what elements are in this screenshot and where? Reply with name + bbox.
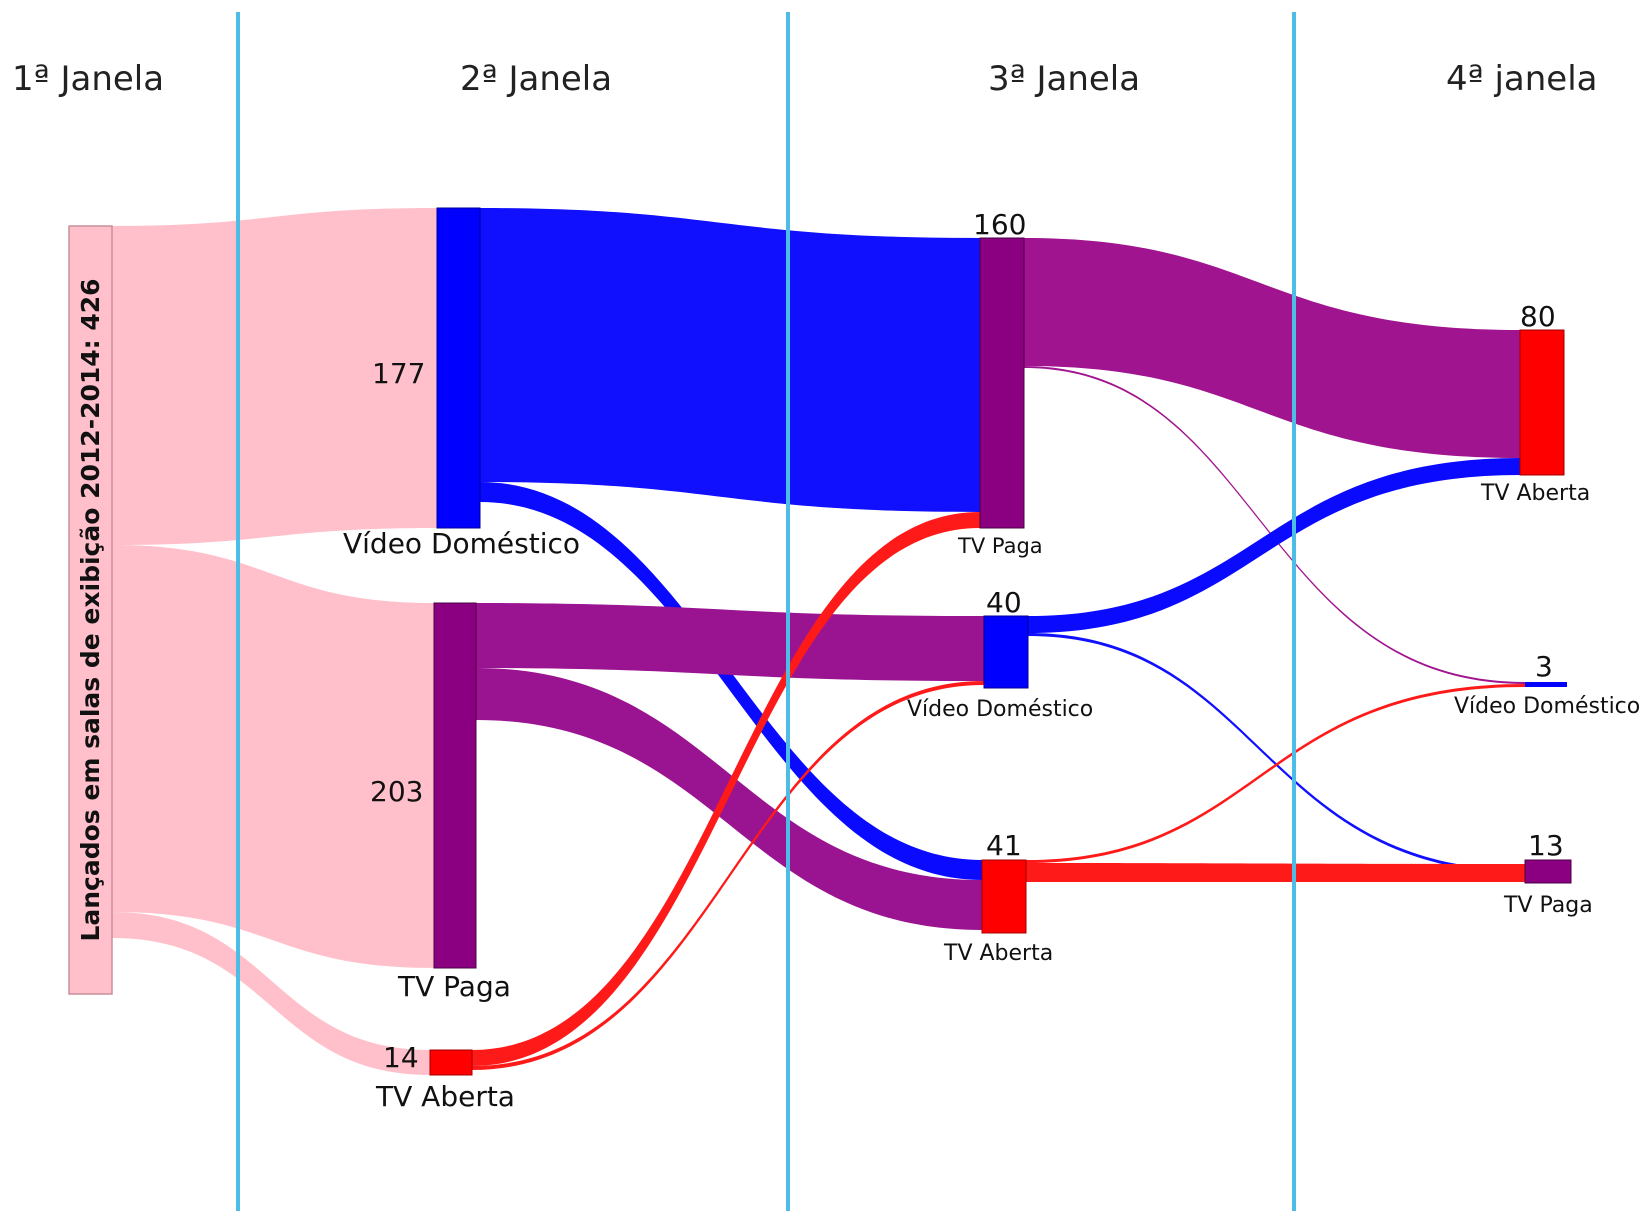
label-w3-tv-aberta: TV Aberta bbox=[943, 941, 1053, 966]
label-w4-tv-aberta: TV Aberta bbox=[1480, 481, 1590, 506]
flow-w3-paga-to-w4-aberta bbox=[1024, 238, 1520, 458]
flow-w2-video-to-w3-aberta bbox=[480, 482, 982, 880]
label-w3-video-domestico: Vídeo Doméstico bbox=[907, 697, 1093, 722]
node-w4-video-domestico bbox=[1525, 682, 1567, 687]
value-w2-tv-paga: 203 bbox=[370, 775, 423, 808]
value-w3-video-domestico: 40 bbox=[986, 586, 1022, 619]
flow-links bbox=[112, 208, 1525, 1075]
node-w3-tv-paga bbox=[979, 237, 1025, 529]
sankey-nodes: Lançados em salas de exibição 2012-2014:… bbox=[68, 207, 1572, 1076]
header-window-4: 4ª janela bbox=[1446, 59, 1598, 99]
window-dividers bbox=[236, 12, 1296, 1211]
node-w2-video-domestico bbox=[436, 207, 481, 529]
label-w3-tv-paga: TV Paga bbox=[957, 534, 1043, 558]
node-source bbox=[68, 225, 113, 995]
flow-w2-video-to-w3-paga bbox=[480, 208, 980, 512]
label-w4-tv-paga: TV Paga bbox=[1503, 893, 1593, 918]
node-w4-tv-aberta bbox=[1519, 329, 1565, 476]
flow-w2-paga-to-w3-aberta bbox=[476, 668, 982, 930]
value-w2-video-domestico: 177 bbox=[372, 357, 425, 390]
value-w2-tv-aberta: 14 bbox=[383, 1041, 419, 1074]
flow-source-to-w2-video bbox=[112, 208, 437, 545]
source-label: Lançados em salas de exibição 2012-2014:… bbox=[76, 278, 105, 941]
value-w3-tv-paga: 160 bbox=[973, 208, 1026, 241]
flow-w3-aberta-to-w4-video bbox=[1026, 684, 1525, 863]
value-w4-tv-aberta: 80 bbox=[1520, 300, 1556, 333]
label-w2-video-domestico: Vídeo Doméstico bbox=[343, 527, 580, 560]
label-w2-tv-aberta: TV Aberta bbox=[375, 1080, 515, 1113]
node-w3-tv-aberta bbox=[981, 859, 1027, 934]
flow-source-to-w2-aberta bbox=[112, 912, 430, 1075]
value-w4-video-domestico: 3 bbox=[1535, 650, 1553, 683]
node-w2-tv-paga bbox=[433, 602, 477, 969]
flow-source-to-w2-paga bbox=[112, 545, 434, 968]
flow-w2-paga-to-w3-video bbox=[476, 603, 984, 681]
flow-w2-aberta-to-w3-paga bbox=[472, 512, 980, 1066]
flow-w3-video-to-w4-paga bbox=[1028, 633, 1525, 873]
window-headers: 1ª Janela 2ª Janela 3ª Janela 4ª janela bbox=[12, 59, 1598, 99]
value-w4-tv-paga: 13 bbox=[1528, 829, 1564, 862]
label-w4-video-domestico: Vídeo Doméstico bbox=[1454, 694, 1640, 719]
value-w3-tv-aberta: 41 bbox=[986, 829, 1022, 862]
node-w4-tv-paga bbox=[1524, 859, 1572, 884]
label-w2-tv-paga: TV Paga bbox=[397, 970, 511, 1003]
node-w2-tv-aberta bbox=[429, 1049, 473, 1076]
header-window-3: 3ª Janela bbox=[988, 59, 1140, 99]
node-labels: 177 Vídeo Doméstico 203 TV Paga 14 TV Ab… bbox=[343, 208, 1640, 1113]
header-window-2: 2ª Janela bbox=[460, 59, 612, 99]
flow-w3-video-to-w4-aberta bbox=[1028, 458, 1520, 633]
node-w3-video-domestico bbox=[983, 615, 1029, 689]
flow-w3-aberta-to-w4-paga bbox=[1026, 863, 1525, 882]
header-window-1: 1ª Janela bbox=[12, 59, 164, 99]
